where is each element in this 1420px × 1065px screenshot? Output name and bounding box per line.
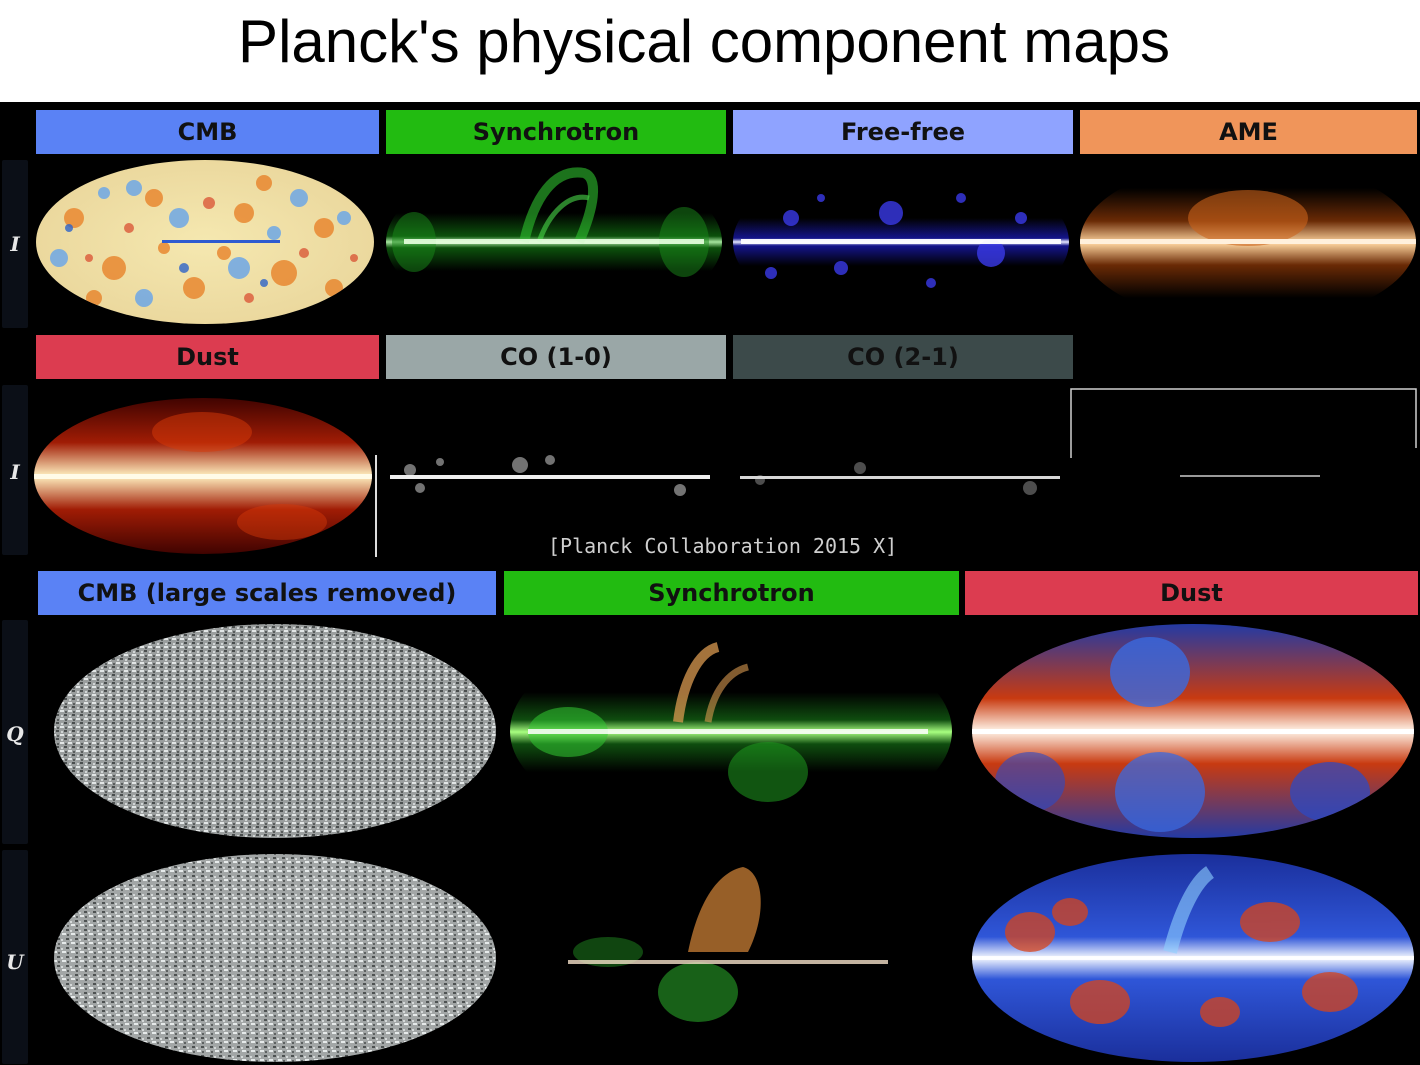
synchrotron-intensity-map bbox=[384, 158, 724, 326]
slide-header: Planck's physical component maps bbox=[0, 0, 1420, 102]
co-2-1-map bbox=[730, 400, 1075, 520]
cmb-intensity-map bbox=[34, 158, 376, 326]
dust-u-map bbox=[970, 852, 1416, 1064]
label-dust: Dust bbox=[36, 335, 379, 379]
stokes-label-i-1: I bbox=[10, 232, 20, 256]
ame-intensity-map bbox=[1078, 158, 1418, 326]
free-free-intensity-map bbox=[731, 158, 1071, 326]
row-tab-i-2 bbox=[2, 385, 28, 555]
row-tab-u bbox=[2, 850, 28, 1064]
row-tab-i-1 bbox=[2, 160, 28, 328]
co-1-0-map bbox=[380, 400, 725, 520]
row-tab-q bbox=[2, 620, 28, 844]
co-3-2-map bbox=[1070, 388, 1418, 520]
label-cmb-large-scales-removed: CMB (large scales removed) bbox=[38, 571, 496, 615]
slide-title: Planck's physical component maps bbox=[238, 8, 1170, 75]
synchrotron-u-map bbox=[508, 852, 954, 1064]
label-synchrotron-pol: Synchrotron bbox=[504, 571, 959, 615]
stokes-label-u: U bbox=[6, 950, 24, 974]
label-ame: AME bbox=[1080, 110, 1417, 154]
label-cmb: CMB bbox=[36, 110, 379, 154]
divider-line bbox=[375, 455, 377, 557]
stokes-label-q: Q bbox=[6, 722, 24, 746]
label-co-1-0: CO (1-0) bbox=[386, 335, 726, 379]
dust-intensity-map bbox=[32, 392, 374, 560]
citation: [Planck Collaboration 2015 X] bbox=[548, 534, 898, 558]
label-co-2-1: CO (2-1) bbox=[733, 335, 1073, 379]
dust-q-map bbox=[970, 622, 1416, 840]
label-dust-pol: Dust bbox=[965, 571, 1418, 615]
label-free-free: Free-free bbox=[733, 110, 1073, 154]
synchrotron-q-map bbox=[508, 622, 954, 840]
label-synchrotron: Synchrotron bbox=[386, 110, 726, 154]
cmb-u-map bbox=[52, 852, 498, 1064]
stokes-label-i-2: I bbox=[10, 460, 20, 484]
cmb-q-map bbox=[52, 622, 498, 840]
